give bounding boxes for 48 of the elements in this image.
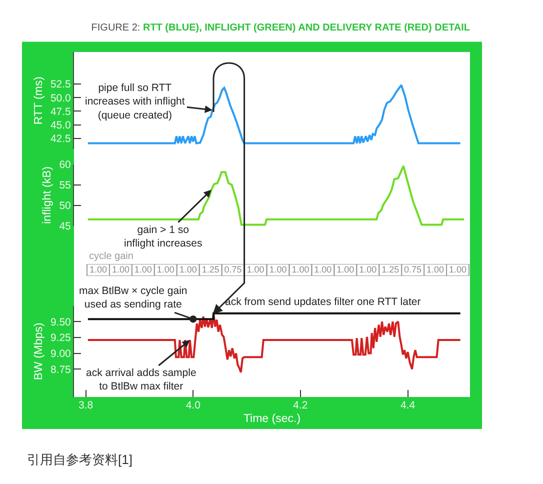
x-tick-label: 3.8 [78,400,94,412]
x-tick-label: 4.4 [400,400,416,412]
y-tick-label: 9.50 [50,316,72,328]
x-tick-label: 4.0 [186,400,201,412]
chart-title: FIGURE 2: RTT (BLUE), INFLIGHT (GREEN) AND DELIVERY RATE (RED) DETAIL [91,22,470,34]
y-tick-label: 45 [59,220,72,233]
data-label: 1.25 [382,264,400,274]
y-axis-title: BW (Mbps) [32,322,45,380]
y-tick-label: 45.0 [50,119,72,132]
annotation: ack arrival adds sample to BtlBw max filter [86,367,196,393]
x-axis-title: Time (sec.) [243,413,301,426]
data-label: 1.25 [202,264,220,274]
y-tick-label: 9.25 [50,332,72,344]
data-label: 1.00 [269,264,287,274]
annotation: ack from send updates filter one RTT later [225,296,422,308]
data-label: 1.00 [112,264,130,274]
line-series [86,84,462,144]
data-label: 1.00 [89,264,108,274]
data-label: 0.75 [404,264,422,274]
y-axis-title: RTT (ms) [32,76,45,125]
data-label: 1.00 [246,264,264,274]
data-label: 1.00 [156,264,174,274]
y-axis-title: inflight (kB) [42,166,54,224]
data-label: 1.00 [314,264,332,274]
y-tick-label: 55 [59,180,72,192]
annotation: gain > 1 so inflight increases [124,224,202,250]
data-label: 1.00 [359,264,377,274]
line-series [86,164,466,226]
y-tick-label: 9.00 [50,348,72,360]
y-tick-label: 50 [59,200,72,212]
data-label: 1.00 [292,264,310,274]
data-label: 1.00 [426,264,444,274]
y-tick-label: 52.5 [50,78,72,91]
data-label: 1.00 [448,264,467,274]
y-tick-label: 42.5 [50,133,72,146]
y-tick-label: 60 [59,158,72,171]
data-label: 1.00 [134,264,152,274]
text: 引用自参考资料[1] [27,452,132,467]
y-tick-label: 47.5 [50,106,72,118]
text: cycle gain [89,251,134,262]
y-tick-label: 50.0 [50,92,72,104]
y-tick-label: 8.75 [50,364,72,376]
data-label: 1.00 [336,264,354,274]
annotation: pipe full so RTT increases with inflight (queue created) [85,82,185,122]
annotation: max BtlBw × cycle gain used as sending rate [79,285,188,311]
data-label: 0.75 [224,264,242,274]
data-label: 1.00 [179,264,197,274]
x-tick-label: 4.2 [293,400,308,412]
